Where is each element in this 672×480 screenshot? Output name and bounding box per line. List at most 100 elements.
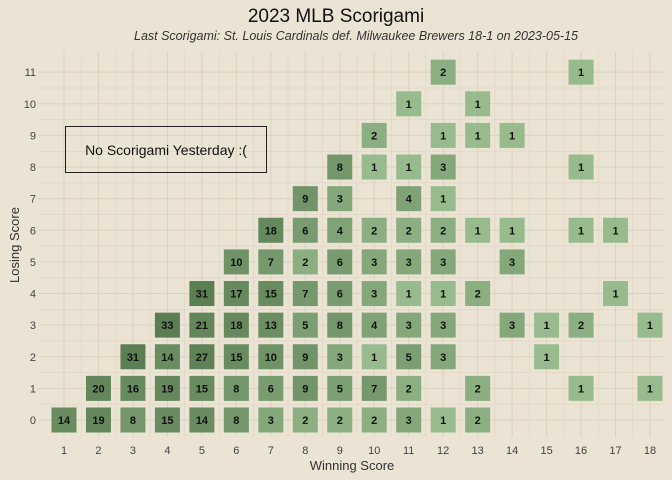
- scorigami-cell: [430, 249, 456, 275]
- cell-count-label: 1: [578, 67, 584, 79]
- scorigami-cell: [258, 217, 284, 243]
- cell-count-label: 2: [475, 383, 481, 395]
- scorigami-cell: [396, 312, 422, 338]
- cell-count-label: 7: [268, 257, 274, 269]
- cell-count-label: 3: [440, 257, 446, 269]
- cell-count-label: 3: [509, 257, 515, 269]
- cell-count-label: 1: [578, 162, 584, 174]
- cell-count-label: 3: [337, 194, 343, 206]
- scorigami-cell: [396, 281, 422, 307]
- scorigami-cell: [327, 249, 353, 275]
- cell-count-label: 4: [337, 225, 344, 237]
- scorigami-cell: [189, 375, 215, 401]
- cell-count-label: 6: [337, 257, 343, 269]
- scorigami-cell: [499, 249, 525, 275]
- y-tick-label: 3: [30, 320, 36, 332]
- y-tick-label: 11: [25, 67, 36, 79]
- cell-count-label: 2: [302, 415, 308, 427]
- scorigami-cell: [258, 344, 284, 370]
- scorigami-cell: [292, 217, 318, 243]
- cell-count-label: 5: [302, 320, 308, 332]
- cell-count-label: 31: [127, 352, 139, 364]
- scorigami-annotation: No Scorigami Yesterday :(: [65, 126, 267, 173]
- y-axis-title: Losing Score: [7, 207, 22, 283]
- x-tick-label: 4: [164, 445, 170, 457]
- scorigami-cell: [292, 186, 318, 212]
- cell-count-label: 6: [268, 383, 274, 395]
- cell-count-label: 27: [196, 352, 208, 364]
- x-tick-label: 3: [130, 445, 136, 457]
- x-tick-label: 14: [506, 445, 518, 457]
- cell-count-label: 10: [265, 352, 277, 364]
- scorigami-cell: [396, 375, 422, 401]
- scorigami-cell: [361, 407, 387, 433]
- cell-count-label: 1: [578, 383, 584, 395]
- scorigami-cell: [465, 407, 491, 433]
- cell-count-label: 2: [406, 225, 412, 237]
- cell-count-label: 19: [92, 415, 104, 427]
- cell-count-label: 1: [406, 289, 412, 301]
- scorigami-cell: [154, 344, 180, 370]
- x-tick-label: 2: [95, 445, 101, 457]
- scorigami-cell: [430, 281, 456, 307]
- scorigami-cell: [568, 59, 594, 85]
- scorigami-cell: [223, 249, 249, 275]
- y-tick-label: 8: [30, 162, 36, 174]
- scorigami-cell: [258, 407, 284, 433]
- scorigami-cell: [327, 281, 353, 307]
- cell-count-label: 3: [268, 415, 274, 427]
- cell-count-label: 1: [612, 225, 618, 237]
- scorigami-cell: [258, 312, 284, 338]
- scorigami-cell: [258, 375, 284, 401]
- scorigami-cell: [361, 312, 387, 338]
- scorigami-cell: [327, 186, 353, 212]
- cell-count-label: 31: [196, 289, 208, 301]
- scorigami-cell: [499, 217, 525, 243]
- y-tick-label: 5: [30, 257, 36, 269]
- y-tick-label: 6: [30, 225, 36, 237]
- cell-count-label: 5: [337, 383, 343, 395]
- scorigami-cell: [430, 217, 456, 243]
- cell-count-label: 1: [475, 130, 481, 142]
- cell-count-label: 1: [475, 99, 481, 111]
- cell-count-label: 14: [196, 415, 209, 427]
- cell-count-label: 3: [337, 352, 343, 364]
- scorigami-cell: [396, 344, 422, 370]
- cell-count-label: 20: [92, 383, 104, 395]
- scorigami-cell: [327, 375, 353, 401]
- cell-count-label: 2: [371, 130, 377, 142]
- cell-count-label: 9: [302, 194, 308, 206]
- cell-count-label: 18: [230, 320, 242, 332]
- cell-count-label: 1: [647, 320, 653, 332]
- cell-count-label: 3: [371, 257, 377, 269]
- x-tick-label: 9: [337, 445, 343, 457]
- x-tick-label: 6: [233, 445, 239, 457]
- scorigami-cell: [292, 281, 318, 307]
- scorigami-cell: [396, 186, 422, 212]
- scorigami-cell: [154, 312, 180, 338]
- cell-count-label: 5: [406, 352, 412, 364]
- cell-count-label: 1: [371, 162, 377, 174]
- cell-count-label: 8: [233, 383, 239, 395]
- scorigami-cell: [396, 154, 422, 180]
- scorigami-cell: [120, 407, 146, 433]
- scorigami-cell: [258, 281, 284, 307]
- scorigami-cell: [465, 122, 491, 148]
- x-axis-title: Winning Score: [310, 458, 395, 473]
- scorigami-cell: [189, 312, 215, 338]
- cell-count-label: 3: [371, 289, 377, 301]
- y-tick-label: 1: [30, 383, 36, 395]
- cell-count-label: 1: [475, 225, 481, 237]
- scorigami-cell: [292, 249, 318, 275]
- cell-count-label: 4: [371, 320, 378, 332]
- cell-count-label: 18: [265, 225, 277, 237]
- cell-count-label: 33: [161, 320, 173, 332]
- cell-count-label: 16: [127, 383, 139, 395]
- cell-count-label: 9: [302, 352, 308, 364]
- cell-count-label: 3: [440, 352, 446, 364]
- cell-count-label: 17: [230, 289, 242, 301]
- cell-count-label: 6: [302, 225, 308, 237]
- scorigami-cell: [534, 344, 560, 370]
- cell-count-label: 3: [406, 257, 412, 269]
- scorigami-cell: [189, 407, 215, 433]
